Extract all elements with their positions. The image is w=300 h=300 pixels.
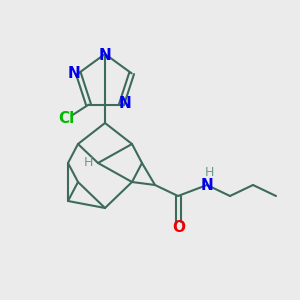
Text: N: N	[99, 49, 111, 64]
Text: H: H	[83, 155, 93, 169]
Text: Cl: Cl	[58, 111, 75, 126]
Text: N: N	[201, 178, 213, 194]
Text: O: O	[172, 220, 185, 235]
Text: N: N	[119, 96, 132, 111]
Text: N: N	[68, 66, 81, 81]
Text: H: H	[204, 167, 214, 179]
